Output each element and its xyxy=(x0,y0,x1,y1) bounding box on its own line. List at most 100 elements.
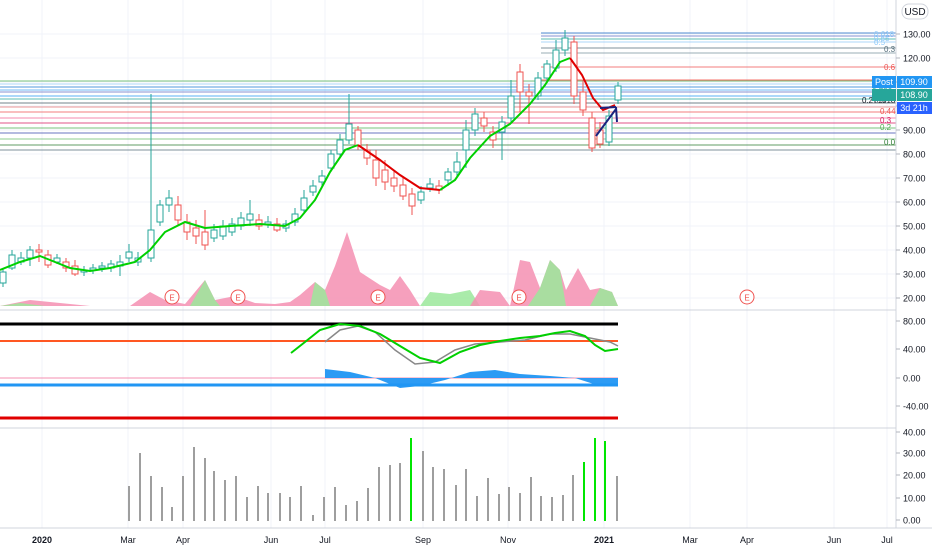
earnings-marker[interactable]: E xyxy=(370,289,386,305)
osc-tick-label: 0.00 xyxy=(903,374,921,384)
price-tick-label: 70.00 xyxy=(903,174,926,184)
histogram-bar xyxy=(193,447,195,521)
candle-body xyxy=(273,223,281,231)
histogram-bar xyxy=(455,485,457,521)
histogram-bar xyxy=(476,496,478,521)
histogram-bar xyxy=(267,493,269,521)
candle-body xyxy=(8,254,16,269)
candle-body xyxy=(525,91,533,97)
candle-body xyxy=(255,219,263,227)
volume-area-segment xyxy=(590,288,618,306)
earnings-marker-circle xyxy=(230,289,246,305)
earnings-marker-label: E xyxy=(516,294,521,303)
histogram-axis[interactable]: 40.00 30.00 20.00 10.00 0.00 xyxy=(896,428,926,526)
candle-body xyxy=(426,183,434,189)
earnings-marker-circle xyxy=(164,289,180,305)
histogram-bar xyxy=(161,487,163,521)
histogram-tick-label: 20.00 xyxy=(903,471,926,481)
histogram-bar xyxy=(562,495,564,521)
candle-body xyxy=(534,77,542,97)
histogram-bar xyxy=(213,471,215,521)
candle-body xyxy=(480,117,488,127)
time-axis-label: Mar xyxy=(682,535,698,545)
earnings-marker-circle xyxy=(370,289,386,305)
last-price: 108.90 xyxy=(900,90,928,100)
oscillator-pane[interactable] xyxy=(0,322,619,420)
fib-level-label: 0.618 xyxy=(874,30,895,39)
histogram-bar xyxy=(235,476,237,521)
time-axis-label: 2020 xyxy=(32,535,52,545)
candle-body xyxy=(309,185,317,193)
candle-body xyxy=(228,223,236,233)
candle-body xyxy=(381,169,389,183)
volume-area-segment xyxy=(528,260,566,306)
histogram-bar xyxy=(345,505,347,521)
price-axis[interactable]: 130.00120.00110.00100.0090.0080.0070.006… xyxy=(896,30,931,304)
currency-label: USD xyxy=(904,7,925,18)
time-axis-label: Jun xyxy=(827,535,842,545)
earnings-marker-circle xyxy=(511,289,527,305)
earnings-marker[interactable]: E xyxy=(511,289,527,305)
candle-body xyxy=(156,204,164,223)
trend-arrow[interactable] xyxy=(595,106,618,137)
histogram-pane[interactable] xyxy=(128,438,618,521)
earnings-marker[interactable]: E xyxy=(739,289,755,305)
currency-button[interactable]: USD xyxy=(901,3,929,20)
histogram-bar xyxy=(171,507,173,521)
earnings-marker-label: E xyxy=(169,294,174,303)
histogram-bar xyxy=(530,477,532,521)
histogram-bar xyxy=(519,493,521,521)
histogram-bar xyxy=(224,480,226,521)
fib-level-label: 0.3 xyxy=(884,45,896,54)
fib-level-label: 0.6 xyxy=(884,63,896,72)
volume-area-segment xyxy=(310,282,330,306)
candle-body xyxy=(318,175,326,183)
earnings-marker[interactable]: E xyxy=(230,289,246,305)
histogram-bar xyxy=(594,438,596,521)
price-pane[interactable]: 0.6180.650.50.30.60.7860.6180.50.440.30.… xyxy=(0,30,896,306)
candle-body xyxy=(471,113,479,131)
histogram-tick-label: 30.00 xyxy=(903,449,926,459)
histogram-bar xyxy=(128,486,130,521)
time-axis[interactable]: 2020 Mar Apr Jun Jul Sep Nov 2021 Mar Apr Jun Jul xyxy=(32,535,893,545)
histogram-tick-label: 0.00 xyxy=(903,516,921,526)
candle-body xyxy=(453,161,461,173)
earnings-marker-label: E xyxy=(744,294,749,303)
fib-level-label: 0.5 xyxy=(874,38,886,47)
histogram-bar xyxy=(182,476,184,521)
ema-segment xyxy=(0,144,359,273)
histogram-bar xyxy=(572,475,574,521)
candle-body xyxy=(399,184,407,197)
candle-body xyxy=(507,95,515,119)
histogram-bar xyxy=(551,497,553,521)
histogram-bar xyxy=(279,493,281,521)
histogram-bar xyxy=(604,441,606,521)
last-price-badge: 108.90 3d 21h xyxy=(872,89,932,114)
histogram-bar xyxy=(378,467,380,521)
fib-level-label: 0.0 xyxy=(884,138,896,147)
price-tick-label: 40.00 xyxy=(903,246,926,256)
candle-body xyxy=(516,71,524,93)
time-axis-label: Jul xyxy=(319,535,331,545)
price-tick-label: 30.00 xyxy=(903,270,926,280)
candle-body xyxy=(327,153,335,169)
fib-level-label: 0.2 xyxy=(880,123,892,132)
candle-body xyxy=(125,251,133,259)
histogram-bar xyxy=(508,487,510,521)
oscillator-axis[interactable]: 80.00 40.00 0.00 -40.00 xyxy=(896,317,929,412)
histogram-bar xyxy=(312,515,314,521)
candle-body xyxy=(408,193,416,207)
time-axis-label: Sep xyxy=(415,535,431,545)
earnings-marker[interactable]: E xyxy=(164,289,180,305)
histogram-bar xyxy=(289,497,291,521)
histogram-bar xyxy=(139,453,141,521)
histogram-bar xyxy=(432,467,434,521)
candle-body xyxy=(246,213,254,221)
fibonacci-levels[interactable]: 0.6180.650.50.30.60.7860.6180.50.440.30.… xyxy=(0,30,896,151)
histogram-bar xyxy=(356,501,358,521)
histogram-bar xyxy=(583,462,585,521)
candle-body xyxy=(417,191,425,201)
ema-segment xyxy=(439,57,571,191)
candle-body xyxy=(579,91,587,111)
